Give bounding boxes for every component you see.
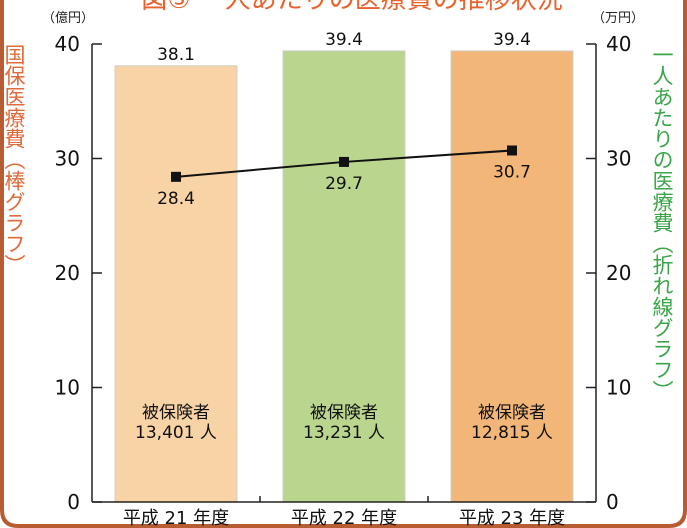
axis-ticks: 0 10 20 30 40 0 10 20 30 40 平成 21 年度 平成 22 年度 平成 23 … bbox=[55, 32, 632, 528]
right-tick-label-20: 20 bbox=[606, 261, 631, 285]
bar-value-label-2: 39.4 bbox=[325, 30, 363, 50]
line-point-1 bbox=[171, 171, 181, 182]
x-tick-label-2: 平成 22 年度 bbox=[291, 508, 397, 528]
x-tick-label-1: 平成 21 年度 bbox=[123, 508, 229, 528]
left-axis-unit: （億円） bbox=[42, 10, 94, 26]
line-series bbox=[171, 145, 517, 182]
bar-value-label-3: 39.4 bbox=[493, 30, 531, 50]
left-tick-label-30: 30 bbox=[55, 147, 80, 171]
insured-label-3: 被保険者 bbox=[478, 403, 546, 423]
line-point-2 bbox=[339, 156, 349, 167]
left-tick-label-10: 10 bbox=[55, 376, 80, 400]
line-point-3 bbox=[507, 145, 517, 156]
left-tick-label-40: 40 bbox=[55, 32, 80, 56]
insured-count-2: 13,231 人 bbox=[303, 423, 385, 443]
insured-count-1: 13,401 人 bbox=[135, 423, 217, 443]
chart-title: 図③ 一人あたりの医療費の推移状況 bbox=[141, 0, 563, 15]
left-axis-label: 国保医療費（棒グラフ） bbox=[2, 44, 26, 275]
line-value-label-3: 30.7 bbox=[493, 162, 531, 182]
left-tick-label-0: 0 bbox=[67, 490, 80, 514]
right-tick-label-10: 10 bbox=[606, 376, 631, 400]
right-tick-label-0: 0 bbox=[606, 490, 619, 514]
line-value-label-1: 28.4 bbox=[157, 189, 195, 209]
right-axis-label: 一人あたりの医療費（折れ線グラフ） bbox=[650, 44, 674, 401]
insured-label-2: 被保険者 bbox=[310, 403, 378, 423]
right-axis-unit: （万円） bbox=[592, 11, 644, 26]
right-tick-label-30: 30 bbox=[606, 147, 631, 171]
bar-value-label-1: 38.1 bbox=[157, 45, 195, 65]
insured-count-3: 12,815 人 bbox=[471, 423, 553, 443]
line-value-label-2: 29.7 bbox=[325, 174, 363, 194]
insured-label-1: 被保険者 bbox=[142, 403, 210, 423]
right-tick-label-40: 40 bbox=[606, 32, 631, 56]
left-tick-label-20: 20 bbox=[55, 261, 80, 285]
bar-2 bbox=[282, 50, 406, 503]
bar-series bbox=[114, 50, 574, 503]
x-tick-label-3: 平成 23 年度 bbox=[459, 508, 565, 528]
